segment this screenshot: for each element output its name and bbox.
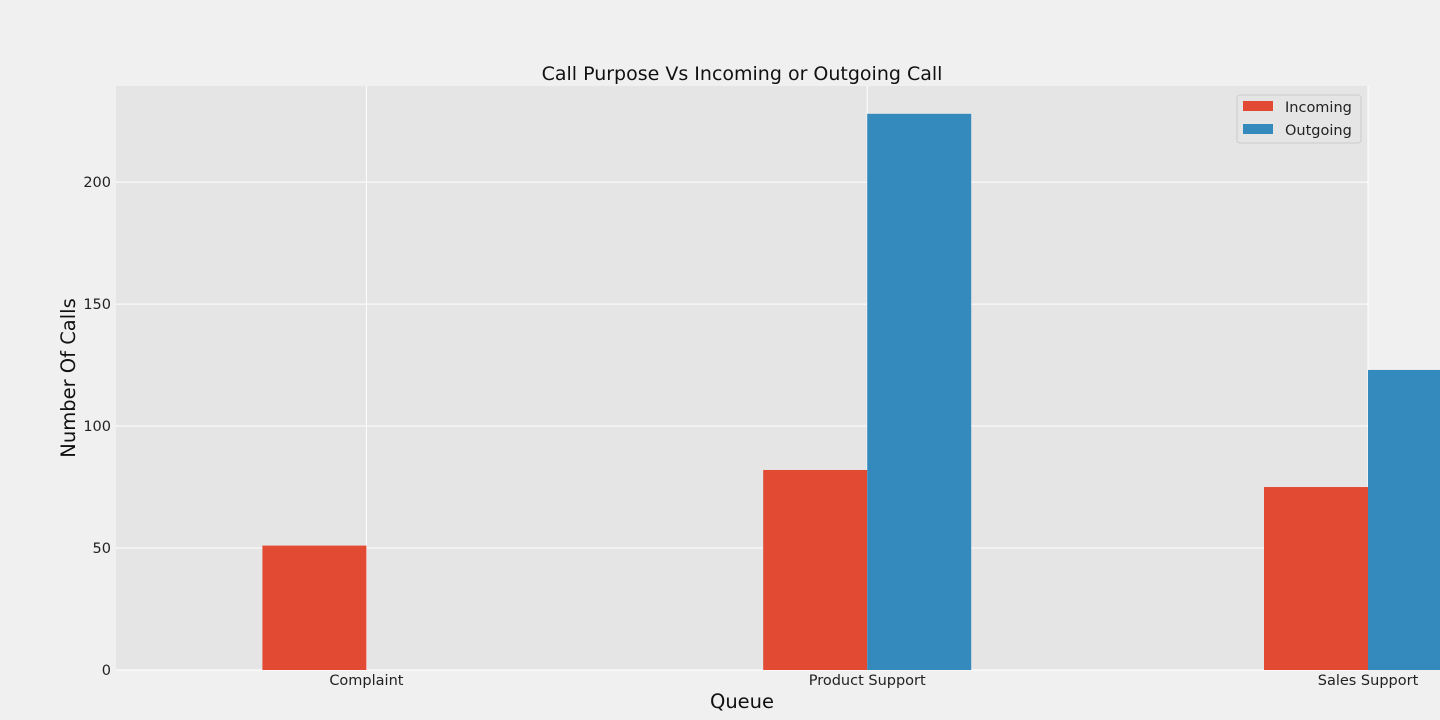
y-tick-label: 150 <box>83 297 111 313</box>
y-tick-label: 200 <box>83 175 111 191</box>
x-axis-title: Queue <box>710 690 774 713</box>
legend-swatch-outgoing <box>1243 124 1273 134</box>
x-tick-label: Product Support <box>809 673 926 689</box>
x-axis-ticks: Complaint Product Support Sales Support <box>329 673 1418 689</box>
bars <box>262 113 1440 671</box>
bar-incoming-product-support <box>763 469 868 670</box>
y-axis-ticks: 0 50 100 150 200 <box>83 175 111 679</box>
y-tick-label: 50 <box>93 541 111 557</box>
y-tick-label: 100 <box>83 419 111 435</box>
legend-label-outgoing: Outgoing <box>1285 123 1352 139</box>
bar-outgoing-sales-support <box>1368 369 1440 670</box>
x-tick-label: Sales Support <box>1318 673 1419 689</box>
y-axis-title: Number Of Calls <box>57 298 80 458</box>
bar-incoming-complaint <box>262 545 367 670</box>
legend-swatch-incoming <box>1243 101 1273 111</box>
y-tick-label: 0 <box>102 663 111 679</box>
bar-outgoing-product-support <box>867 113 972 671</box>
legend-label-incoming: Incoming <box>1285 100 1352 116</box>
x-tick-label: Complaint <box>329 673 403 689</box>
bar-incoming-sales-support <box>1264 487 1368 670</box>
chart-title: Call Purpose Vs Incoming or Outgoing Cal… <box>542 63 943 85</box>
legend: Incoming Outgoing <box>1236 94 1362 144</box>
